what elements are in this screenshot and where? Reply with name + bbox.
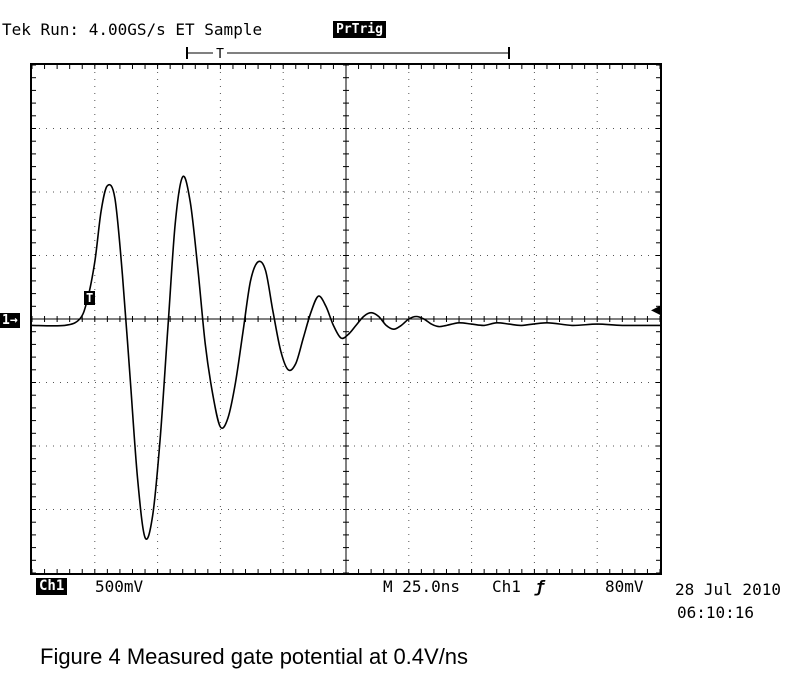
channel-tag: Ch1 — [36, 578, 68, 595]
trigger-level-arrow-icon: ◀ — [651, 302, 662, 318]
trigger-point-marker: T — [84, 291, 96, 305]
scope-graticule — [30, 63, 662, 575]
volts-per-division: 500mV — [95, 577, 144, 596]
rising-edge-icon: ƒ — [535, 577, 545, 596]
capture-date: 28 Jul 2010 — [675, 580, 781, 599]
acquisition-status: Tek Run: 4.00GS/s ET Sample — [2, 20, 263, 39]
waveform-plot — [32, 65, 660, 573]
pretrigger-badge: PrTrig — [333, 21, 386, 38]
waveform-trace — [32, 175, 660, 540]
timebase: M 25.0ns — [383, 577, 461, 596]
trigger-level: 80mV — [605, 577, 644, 596]
figure-caption: Figure 4 Measured gate potential at 0.4V… — [40, 644, 469, 669]
channel-1-ground-marker: 1→ — [0, 313, 20, 328]
trigger-position-mark: T — [216, 47, 224, 60]
capture-time: 06:10:16 — [677, 603, 755, 622]
trigger-position-bracket: T — [186, 46, 510, 60]
trigger-source: Ch1 — [492, 577, 521, 596]
